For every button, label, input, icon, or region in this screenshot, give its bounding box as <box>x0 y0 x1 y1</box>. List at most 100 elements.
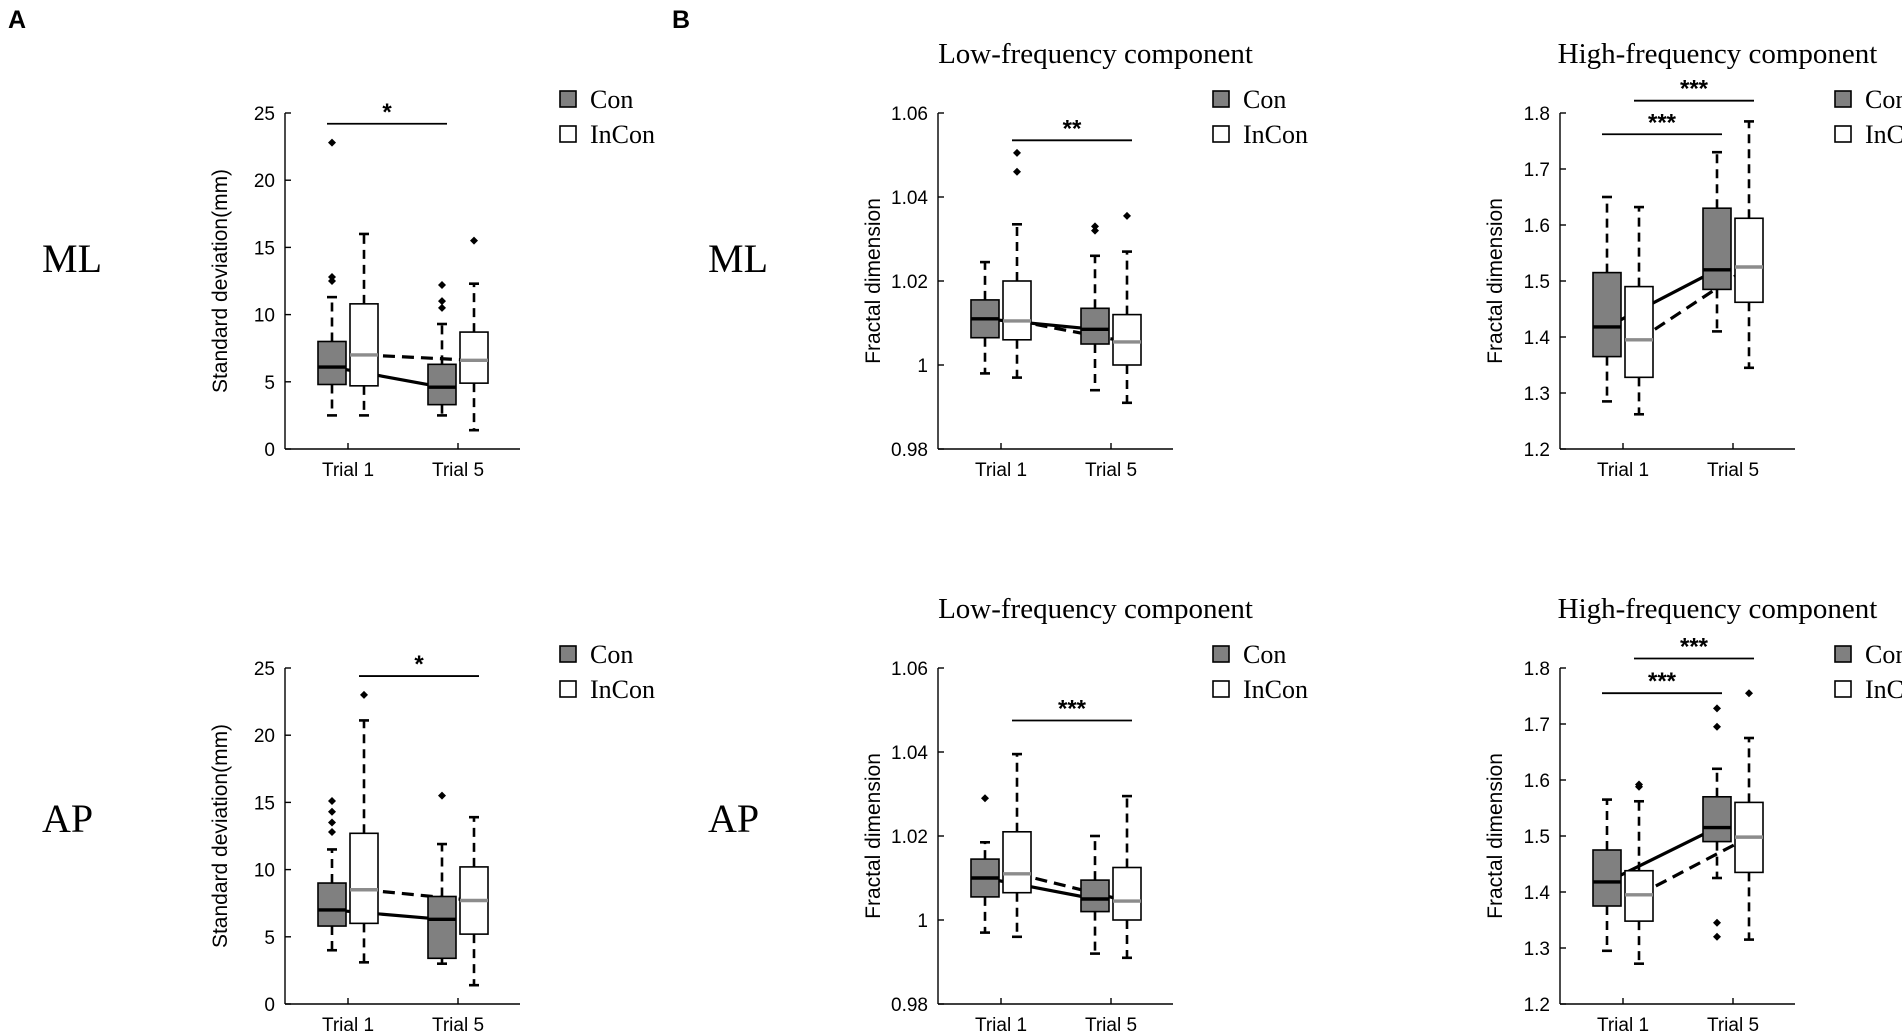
significance-marker: * <box>359 651 479 678</box>
y-tick-label: 1.6 <box>1524 216 1550 237</box>
trend-line-con <box>331 908 443 921</box>
box-con-trial-1 <box>317 797 347 952</box>
box-con-trial-5 <box>1702 704 1732 941</box>
box-body <box>1002 280 1032 341</box>
legend-swatch-con <box>1212 90 1230 108</box>
box-incon-trial-1 <box>1624 780 1654 965</box>
box-body <box>317 882 347 927</box>
box-body <box>1702 207 1732 291</box>
legend-swatch-incon <box>559 125 577 143</box>
box-incon-trial-1 <box>1002 148 1032 379</box>
x-tick-label: Trial 1 <box>975 460 1027 481</box>
y-tick-label: 15 <box>254 238 275 259</box>
outlier-point <box>328 827 336 836</box>
trend-line-incon <box>1638 265 1750 342</box>
y-axis-label: Standard deviation(mm) <box>209 169 232 393</box>
outlier-point <box>1713 722 1721 731</box>
outlier-point <box>438 303 446 312</box>
x-tick-label: Trial 1 <box>1597 460 1649 481</box>
trend-line-con <box>331 365 443 389</box>
significance-marker: *** <box>1634 76 1754 103</box>
y-tick-label: 1.7 <box>1524 160 1550 181</box>
y-axis-label: Fractal dimension <box>1484 753 1507 919</box>
box-body <box>1592 271 1622 358</box>
box-body <box>1592 849 1622 907</box>
outlier-point <box>1713 918 1721 927</box>
chart-high-ml: High-frequency component 1.2 1.3 1.4 1.5 1.6 1… <box>1484 38 1902 481</box>
x-tick-label: Trial 5 <box>432 460 484 481</box>
x-tick-label: Trial 5 <box>1085 460 1137 481</box>
legend-swatch-con <box>1834 645 1852 663</box>
box-body <box>1734 217 1764 304</box>
significance-label: *** <box>1648 668 1677 695</box>
y-tick-label: 1.02 <box>891 272 928 293</box>
box-con-trial-1 <box>1592 798 1622 953</box>
trend-line-con <box>1606 826 1718 884</box>
outlier-point <box>438 281 446 290</box>
legend-swatch-con <box>559 90 577 108</box>
y-axis-label: Standard deviation(mm) <box>209 724 232 948</box>
y-tick-label: 1.4 <box>1524 883 1551 904</box>
legend-label-con: Con <box>1865 85 1902 114</box>
box-body <box>349 832 379 925</box>
y-tick-label: 1.3 <box>1524 384 1550 405</box>
legend-label-incon: InCon <box>1243 120 1308 149</box>
trend-line-incon <box>363 353 475 362</box>
outlier-point <box>1635 780 1643 789</box>
significance-marker: *** <box>1012 696 1132 723</box>
outlier-point <box>1713 704 1721 713</box>
significance-marker: *** <box>1602 109 1722 136</box>
y-tick-label: 1.7 <box>1524 715 1550 736</box>
y-tick-label: 1.06 <box>891 659 928 680</box>
trend-line-incon <box>1638 835 1750 897</box>
y-tick-label: 1 <box>917 356 928 377</box>
box-incon-trial-5 <box>1734 120 1764 370</box>
legend-swatch-con <box>559 645 577 663</box>
outlier-point <box>328 818 336 827</box>
outlier-point <box>328 272 336 281</box>
outlier-point <box>360 690 368 699</box>
outlier-point <box>1123 211 1131 220</box>
legend-label-incon: InCon <box>1865 120 1902 149</box>
box-incon-trial-1 <box>349 690 379 964</box>
y-tick-label: 0 <box>264 440 275 461</box>
y-tick-label: 1.3 <box>1524 939 1550 960</box>
panel-letter-b: B <box>672 6 690 34</box>
chart-title: Low-frequency component <box>938 593 1253 625</box>
y-tick-label: 20 <box>254 171 275 192</box>
outlier-point <box>1013 148 1021 157</box>
y-tick-label: 0.98 <box>891 440 928 461</box>
outlier-point <box>1013 167 1021 176</box>
x-tick-label: Trial 5 <box>432 1015 484 1036</box>
box-con-trial-1 <box>970 794 1000 934</box>
chart-high-ap: High-frequency component 1.2 1.3 1.4 1.5 1.6 1… <box>1484 593 1902 1036</box>
legend-swatch-incon <box>1212 125 1230 143</box>
outlier-point <box>328 807 336 816</box>
outlier-point <box>1745 689 1753 698</box>
significance-label: * <box>414 651 424 678</box>
y-tick-label: 1.4 <box>1524 328 1551 349</box>
row-label-ml-b: ML <box>708 236 768 281</box>
outlier-point <box>328 277 336 285</box>
outlier-point <box>438 791 446 800</box>
significance-marker: *** <box>1602 668 1722 695</box>
y-tick-label: 1.04 <box>891 743 928 764</box>
box-con-trial-5 <box>427 281 457 417</box>
box-con-trial-1 <box>1592 195 1622 403</box>
chart-title: High-frequency component <box>1558 593 1878 625</box>
y-tick-label: 1.8 <box>1524 659 1550 680</box>
y-tick-label: 1.2 <box>1524 995 1550 1016</box>
trend-line-incon <box>363 888 475 903</box>
y-tick-label: 1.8 <box>1524 104 1550 125</box>
chart-title: High-frequency component <box>1558 38 1878 70</box>
chart-sd-ap: 0 5 10 15 20 25 Trial 1 Trial 5 Standard deviati… <box>209 640 655 1036</box>
legend-label-incon: InCon <box>1865 675 1902 704</box>
y-axis-label: Fractal dimension <box>1484 198 1507 364</box>
significance-label: ** <box>1063 115 1082 142</box>
outlier-point <box>470 236 478 245</box>
outlier-point <box>981 794 989 803</box>
significance-marker: * <box>327 99 447 126</box>
box-incon-trial-5 <box>459 236 489 432</box>
box-body <box>1112 313 1142 366</box>
